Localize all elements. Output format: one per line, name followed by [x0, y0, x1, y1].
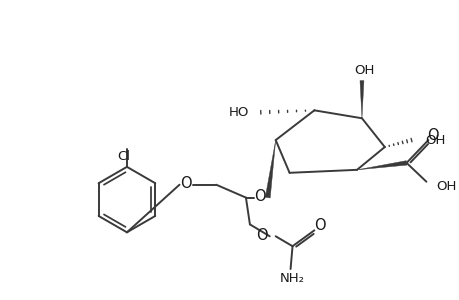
Text: OH: OH — [436, 180, 456, 193]
Polygon shape — [265, 140, 275, 198]
Text: O: O — [179, 176, 191, 191]
Text: O: O — [314, 218, 325, 233]
Text: OH: OH — [353, 64, 373, 77]
Text: O: O — [426, 128, 438, 142]
Text: NH₂: NH₂ — [280, 272, 304, 285]
Polygon shape — [359, 81, 363, 118]
Text: HO: HO — [228, 106, 248, 119]
Text: O: O — [253, 189, 265, 204]
Text: O: O — [256, 228, 267, 243]
Text: Cl: Cl — [117, 150, 130, 164]
Polygon shape — [356, 161, 406, 170]
Text: OH: OH — [425, 134, 445, 147]
